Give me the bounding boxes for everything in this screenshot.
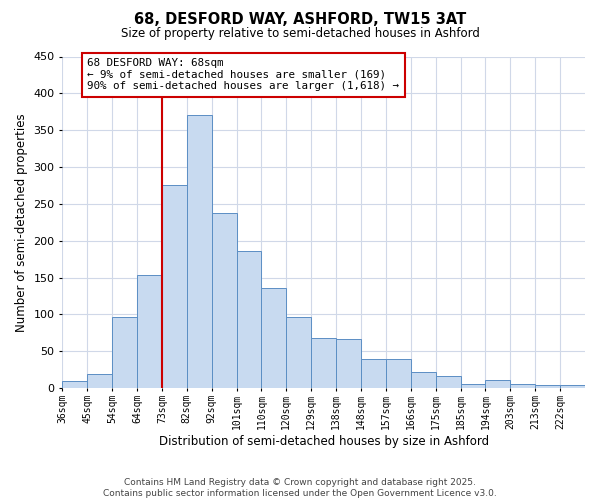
Bar: [411, 372, 436, 388]
Bar: [386, 358, 411, 388]
Bar: [137, 276, 162, 388]
Bar: [485, 380, 511, 388]
Bar: [311, 338, 336, 388]
Text: Contains HM Land Registry data © Crown copyright and database right 2025.
Contai: Contains HM Land Registry data © Crown c…: [103, 478, 497, 498]
Bar: [286, 318, 311, 388]
Bar: [461, 384, 485, 388]
Y-axis label: Number of semi-detached properties: Number of semi-detached properties: [15, 113, 28, 332]
Bar: [112, 318, 137, 388]
Bar: [236, 251, 262, 388]
Bar: [560, 385, 585, 388]
Bar: [361, 358, 386, 388]
Bar: [62, 381, 87, 388]
Text: Size of property relative to semi-detached houses in Ashford: Size of property relative to semi-detach…: [121, 28, 479, 40]
Bar: [436, 376, 461, 388]
Bar: [535, 385, 560, 388]
Text: 68 DESFORD WAY: 68sqm
← 9% of semi-detached houses are smaller (169)
90% of semi: 68 DESFORD WAY: 68sqm ← 9% of semi-detac…: [87, 58, 399, 91]
X-axis label: Distribution of semi-detached houses by size in Ashford: Distribution of semi-detached houses by …: [158, 434, 489, 448]
Bar: [87, 374, 112, 388]
Bar: [212, 214, 236, 388]
Bar: [187, 116, 212, 388]
Text: 68, DESFORD WAY, ASHFORD, TW15 3AT: 68, DESFORD WAY, ASHFORD, TW15 3AT: [134, 12, 466, 28]
Bar: [336, 339, 361, 388]
Bar: [162, 186, 187, 388]
Bar: [511, 384, 535, 388]
Bar: [262, 288, 286, 388]
